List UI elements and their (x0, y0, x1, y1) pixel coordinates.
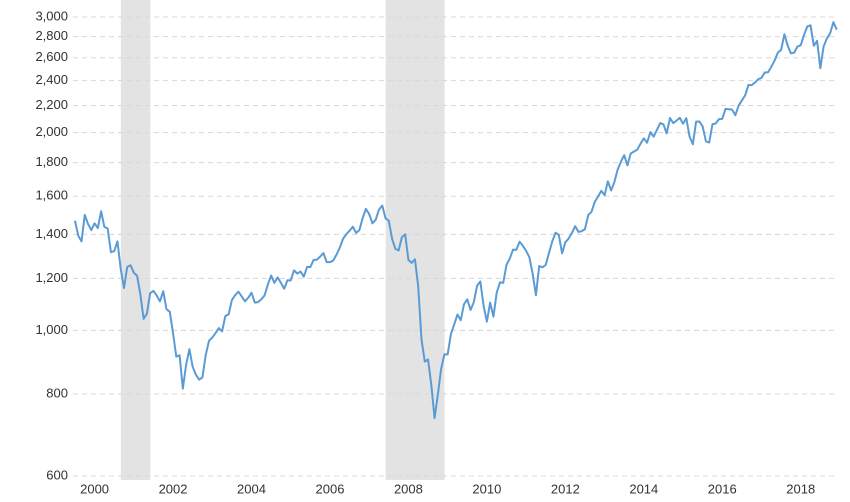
y-tick-label: 2,200 (35, 97, 68, 112)
x-tick-label: 2010 (472, 481, 501, 496)
recession-band (385, 0, 445, 480)
y-tick-label: 1,200 (35, 270, 68, 285)
x-tick-label: 2018 (786, 481, 815, 496)
x-tick-label: 2012 (551, 481, 580, 496)
y-tick-label: 2,800 (35, 28, 68, 43)
y-tick-label: 800 (46, 385, 68, 400)
y-tick-label: 1,400 (35, 226, 68, 241)
y-tick-label: 600 (46, 467, 68, 482)
y-tick-label: 2,400 (35, 72, 68, 87)
x-tick-label: 2016 (708, 481, 737, 496)
price-line (73, 21, 838, 420)
x-tick-label: 2004 (237, 481, 266, 496)
x-tick-label: 2008 (394, 481, 423, 496)
y-tick-label: 2,000 (35, 124, 68, 139)
recession-band (120, 0, 151, 480)
y-tick-label: 3,000 (35, 8, 68, 23)
y-tick-label: 2,600 (35, 49, 68, 64)
x-tick-label: 2014 (629, 481, 658, 496)
x-tick-label: 2006 (316, 481, 345, 496)
x-tick-label: 2002 (159, 481, 188, 496)
y-tick-label: 1,800 (35, 154, 68, 169)
y-tick-label: 1,000 (35, 322, 68, 337)
y-tick-label: 1,600 (35, 188, 68, 203)
x-tick-label: 2000 (80, 481, 109, 496)
